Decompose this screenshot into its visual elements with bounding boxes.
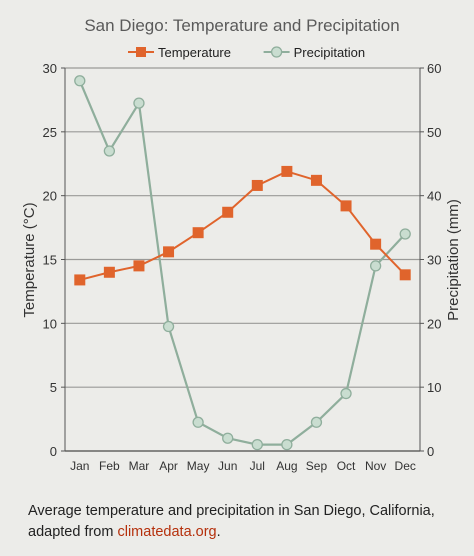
x-tick-label: Oct [337,459,356,473]
y-tick-label: 20 [43,189,57,204]
precipitation-point [192,416,204,428]
y-tick-label: 30 [43,61,57,76]
temperature-point [340,200,352,212]
x-tick-label: Feb [99,459,120,473]
precipitation-axis-label: Precipitation (mm) [445,199,462,321]
caption: Average temperature and precipitation in… [28,501,468,543]
temperature-point [74,274,86,286]
x-tick-label: Jan [70,459,89,473]
y-tick-label: 0 [50,444,57,459]
x-tick-label: Sep [306,459,328,473]
precipitation-point [222,432,234,444]
source-link[interactable]: climatedata.org [117,524,217,540]
legend: Temperature Precipitation [128,45,365,60]
legend-label: Temperature [158,45,231,60]
precipitation-point [340,387,352,400]
y-tick-label: 5 [50,380,57,395]
legend-label: Precipitation [294,45,366,60]
y2-tick-label: 60 [427,61,441,76]
temperature-axis-label: Temperature (°C) [21,202,38,317]
temperature-point [133,260,145,272]
x-tick-label: Jun [218,459,237,473]
precipitation-point [310,416,323,428]
precipitation-point [103,145,116,157]
x-tick-label: Nov [365,459,386,473]
x-tick-label: Apr [159,459,178,473]
y-tick-label: 10 [43,316,57,331]
series-layer [74,75,411,451]
precipitation-point [133,97,145,109]
legend-circle-marker [270,46,283,58]
y-tick-label: 15 [43,253,57,268]
legend-square-marker [136,47,146,57]
caption-end: . [216,524,221,540]
precipitation-point [399,228,411,240]
y2-tick-label: 20 [427,316,441,331]
temperature-point [370,238,382,250]
x-tick-label: Aug [276,459,297,473]
precipitation-point [251,438,263,451]
y2-tick-label: 10 [427,380,441,395]
x-tick-label: Mar [129,459,150,473]
precipitation-point [74,75,86,87]
caption-text: Average temperature and precipitation in… [28,503,435,540]
temperature-point [310,174,322,186]
y2-tick-label: 50 [427,125,441,140]
climate-chart: San Diego: Temperature and Precipitation… [21,16,462,473]
y2-tick-label: 0 [427,444,434,459]
x-tick-label: May [187,459,210,473]
temperature-point [163,246,175,258]
x-tick-label: Dec [395,459,416,473]
temperature-point [281,165,293,177]
y-tick-label: 25 [43,125,57,140]
y2-tick-label: 30 [427,253,441,268]
y2-tick-label: 40 [427,189,441,204]
temperature-point [192,227,204,239]
temperature-point [222,206,234,218]
x-tick-label: Jul [250,459,265,473]
precipitation-axis: 0 10 20 30 40 50 60 [420,61,441,459]
chart-title: San Diego: Temperature and Precipitation [84,16,399,35]
temperature-point [399,269,411,281]
series-line-precipitation [78,80,407,446]
grid [64,67,421,452]
precipitation-point [369,260,382,272]
temperature-point [251,179,263,191]
temperature-point [103,266,115,278]
temperature-axis: 0 5 10 15 20 25 30 [43,61,65,459]
precipitation-point [162,320,175,333]
month-axis: Jan Feb Mar Apr May Jun Jul Aug Sep Oct Nov Dec [70,459,416,473]
precipitation-point [281,438,293,451]
